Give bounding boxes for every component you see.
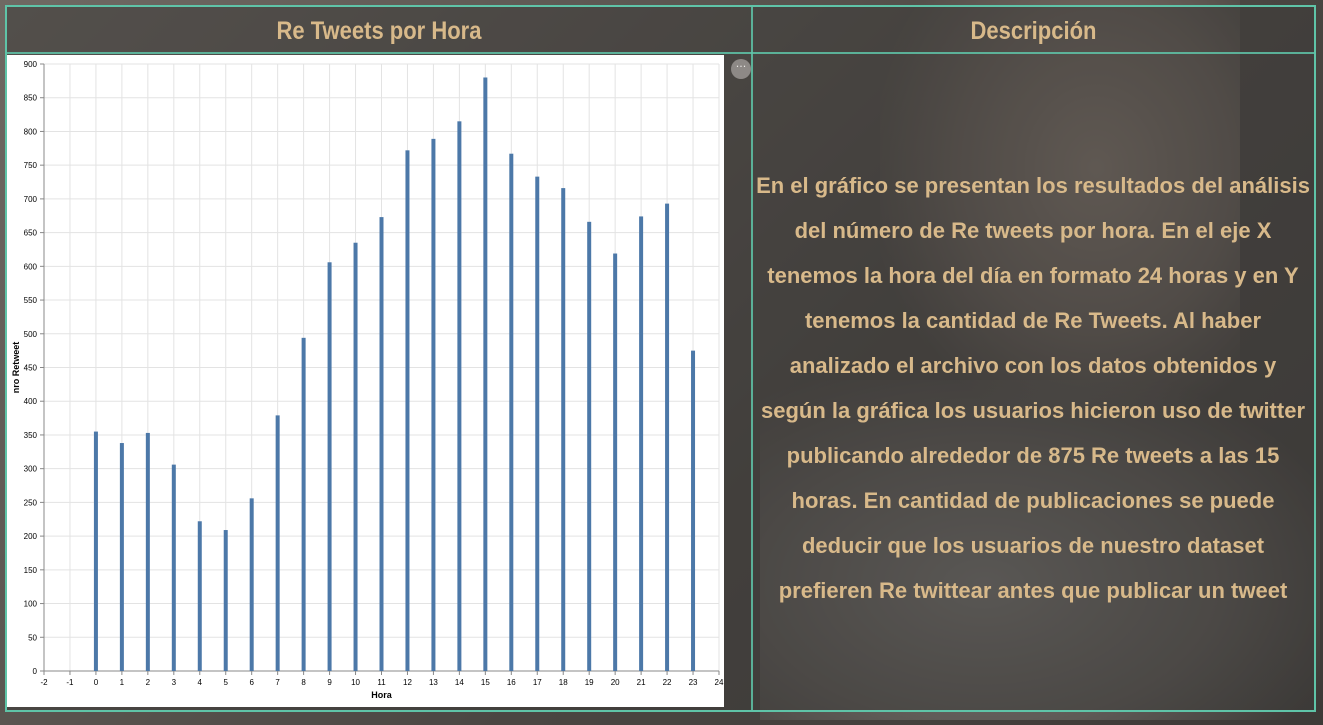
x-tick-label: 19 [585,678,594,687]
ellipsis-icon[interactable]: ··· [731,59,751,79]
y-tick-label: 800 [24,127,38,136]
bar [457,121,462,672]
chart-panel: 0 50 100 150 200 250 300 350 400 450 500 550 600 650 7… [7,55,724,707]
x-tick-label: 12 [403,678,412,687]
bar [587,221,592,671]
y-tick-label: 600 [24,262,38,271]
retweets-bar-chart: 0501001502002503003504004505005506006507… [11,60,724,700]
bar [249,498,254,671]
y-tick-label: 400 [24,397,38,406]
y-tick-label: 550 [24,296,38,305]
bar [561,188,566,671]
x-tick-label: -2 [40,678,48,687]
x-tick-label: 3 [172,678,177,687]
bar [613,253,618,671]
bar [483,77,488,671]
y-tick-label: 250 [24,498,38,507]
x-tick-label: 2 [146,678,151,687]
bar [145,432,150,671]
x-tick-label: 11 [377,678,386,687]
y-tick-label: 200 [24,532,38,541]
x-tick-label: 0 [94,678,99,687]
y-tick-label: 300 [24,465,38,474]
bar [353,242,358,671]
y-tick-label: 150 [24,566,38,575]
x-tick-label: 7 [275,678,280,687]
x-tick-label: 20 [611,678,620,687]
bar [431,138,436,671]
x-tick-label: 1 [120,678,125,687]
x-tick-label: 8 [301,678,306,687]
bar [171,464,176,671]
bar [119,443,124,671]
bar [509,153,514,671]
x-axis-title: Hora [371,690,392,700]
bar [197,521,202,671]
bar [691,350,696,671]
y-tick-label: 500 [24,330,38,339]
x-tick-label: 22 [663,678,672,687]
y-tick-label: 700 [24,195,38,204]
description-panel-title: Descripción [970,17,1097,45]
x-tick-label: 10 [351,678,360,687]
x-tick-label: 21 [637,678,646,687]
bar [379,217,384,672]
x-tick-label: 9 [327,678,332,687]
y-tick-label: 450 [24,364,38,373]
column-divider [751,5,753,712]
y-tick-label: 650 [24,229,38,238]
x-tick-label: 13 [429,678,438,687]
x-tick-label: 17 [533,678,542,687]
chart-panel-title: Re Tweets por Hora [276,17,482,45]
x-tick-label: 24 [715,678,724,687]
x-tick-label: 4 [198,678,203,687]
x-tick-label: 5 [224,678,229,687]
y-tick-label: 900 [24,60,38,69]
bar [327,262,332,671]
bar [275,415,280,671]
y-tick-label: 850 [24,94,38,103]
x-tick-label: 15 [481,678,490,687]
x-tick-label: -1 [66,678,74,687]
y-tick-label: 50 [28,633,37,642]
y-tick-label: 0 [33,667,38,676]
y-tick-label: 750 [24,161,38,170]
bar [535,176,540,671]
y-axis-title: nro Retweet [11,342,21,394]
x-tick-label: 16 [507,678,516,687]
bar [639,216,644,671]
bar [301,337,306,671]
bar [93,431,98,671]
bar [223,530,228,671]
bar [405,150,410,672]
y-tick-label: 100 [24,600,38,609]
x-tick-label: 6 [249,678,254,687]
x-tick-label: 18 [559,678,568,687]
x-tick-label: 14 [455,678,464,687]
y-tick-label: 350 [24,431,38,440]
description-text: En el gráfico se presentan los resultado… [756,173,1310,603]
x-tick-label: 23 [689,678,698,687]
header-divider [5,52,1316,54]
bar [665,203,670,672]
